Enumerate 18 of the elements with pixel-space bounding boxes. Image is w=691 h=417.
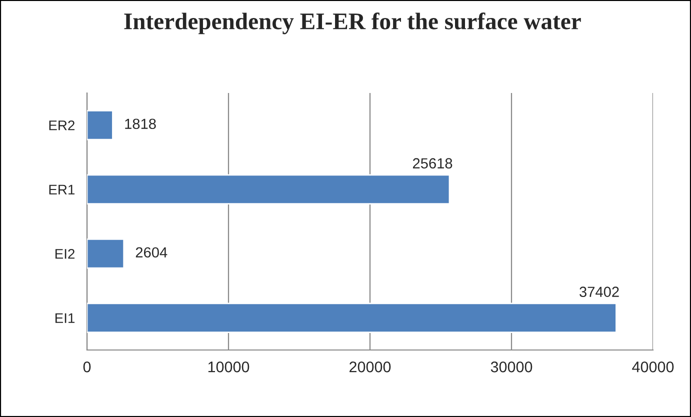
x-tick-label: 40000 — [632, 362, 674, 372]
bar — [87, 174, 450, 205]
x-tick-label: 20000 — [350, 362, 391, 372]
data-label: 37402 — [580, 286, 619, 298]
data-label: 2604 — [136, 247, 168, 258]
y-tick-label: ER2 — [49, 120, 74, 130]
y-tick-label: EI2 — [55, 248, 74, 259]
x-tick-label: 10000 — [208, 362, 250, 372]
x-tick-label: 0 — [83, 362, 91, 372]
chart-title: Interdependency EI-ER for the surface water — [124, 12, 581, 34]
bar — [87, 110, 114, 140]
x-tick-label: 30000 — [490, 362, 532, 372]
data-label: 25618 — [412, 158, 452, 169]
data-label: 1818 — [125, 118, 156, 130]
y-tick-label: EI1 — [55, 313, 75, 323]
bar — [87, 302, 617, 334]
y-tick-label: ER1 — [49, 184, 75, 194]
bar — [87, 238, 125, 269]
